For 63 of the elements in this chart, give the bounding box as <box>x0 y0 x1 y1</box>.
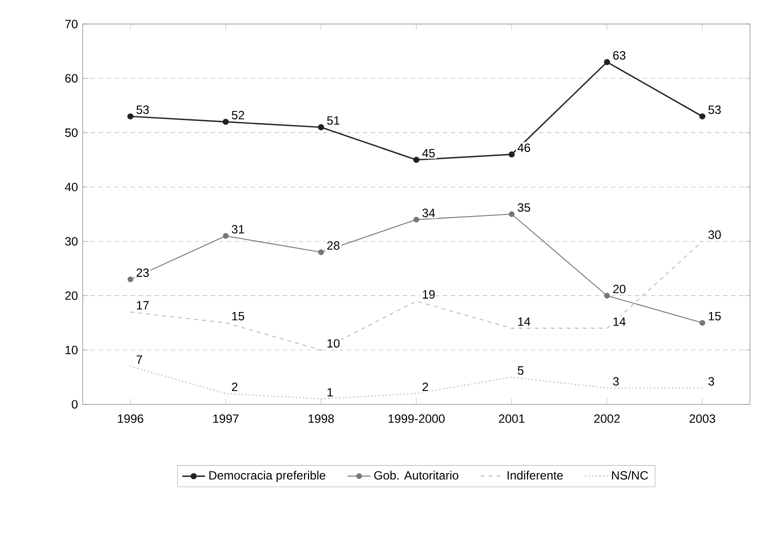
legend-label: Gob. Autoritario <box>374 470 458 480</box>
data-label: 23 <box>136 268 149 278</box>
data-label: 53 <box>136 106 149 114</box>
data-label: 15 <box>232 312 244 320</box>
data-label: 31 <box>232 225 244 234</box>
data-label: 2 <box>422 382 428 392</box>
x-tick-label: 1998 <box>308 414 334 424</box>
data-label: 28 <box>327 241 340 250</box>
data-label: 1 <box>328 388 333 396</box>
y-tick-label: 10 <box>66 346 78 354</box>
line-series <box>130 240 703 351</box>
point <box>413 156 420 164</box>
data-label: 3 <box>613 377 619 386</box>
data-label: 63 <box>613 51 626 60</box>
data-label: 5 <box>518 366 524 375</box>
y-tick-label: 70 <box>65 20 78 28</box>
y-tick-label: 50 <box>65 128 78 138</box>
y-tick-label: 60 <box>65 74 78 83</box>
point <box>699 320 706 326</box>
data-label: 45 <box>422 149 435 158</box>
x-tick-label: 1999-2000 <box>388 414 445 424</box>
data-label: 51 <box>327 116 340 125</box>
point <box>604 59 610 66</box>
data-label: 46 <box>518 144 530 152</box>
point <box>508 211 515 218</box>
legend-label: Indiferente <box>508 470 563 480</box>
line-series <box>130 366 703 400</box>
data-label: 30 <box>708 230 721 240</box>
point <box>699 113 706 120</box>
x-tick-label: 1997 <box>213 414 238 424</box>
data-label: 7 <box>136 356 142 364</box>
data-label: 52 <box>232 110 244 120</box>
point <box>413 216 420 223</box>
point <box>604 292 610 299</box>
data-label: 10 <box>328 339 340 348</box>
x-tick-label: 2002 <box>594 414 620 424</box>
data-label: 34 <box>422 208 435 218</box>
data-label: 35 <box>518 203 530 212</box>
point <box>128 276 134 282</box>
legend-label: NS/NC <box>612 470 648 480</box>
y-tick-label: 30 <box>65 237 78 246</box>
data-label: 53 <box>708 106 721 114</box>
data-label: 19 <box>422 290 435 299</box>
y-tick-label: 40 <box>64 182 78 192</box>
x-tick-label: 2003 <box>690 414 716 424</box>
data-label: 17 <box>136 301 149 310</box>
point <box>318 249 324 256</box>
legend-label: Democracia preferible <box>209 470 326 482</box>
data-label: 15 <box>708 312 721 320</box>
data-label: 14 <box>518 318 530 326</box>
data-label: 20 <box>613 284 626 294</box>
data-label: 2 <box>232 382 238 392</box>
x-tick-label: 2001 <box>498 414 524 424</box>
y-tick-label: 0 <box>72 400 78 409</box>
x-tick-label: 1996 <box>118 414 144 424</box>
data-label: 14 <box>614 318 626 326</box>
data-label: 3 <box>708 377 714 386</box>
point <box>222 233 229 239</box>
point <box>508 151 515 158</box>
point <box>127 113 134 120</box>
point <box>318 124 324 130</box>
y-tick-label: 20 <box>65 292 78 300</box>
point <box>222 118 229 125</box>
